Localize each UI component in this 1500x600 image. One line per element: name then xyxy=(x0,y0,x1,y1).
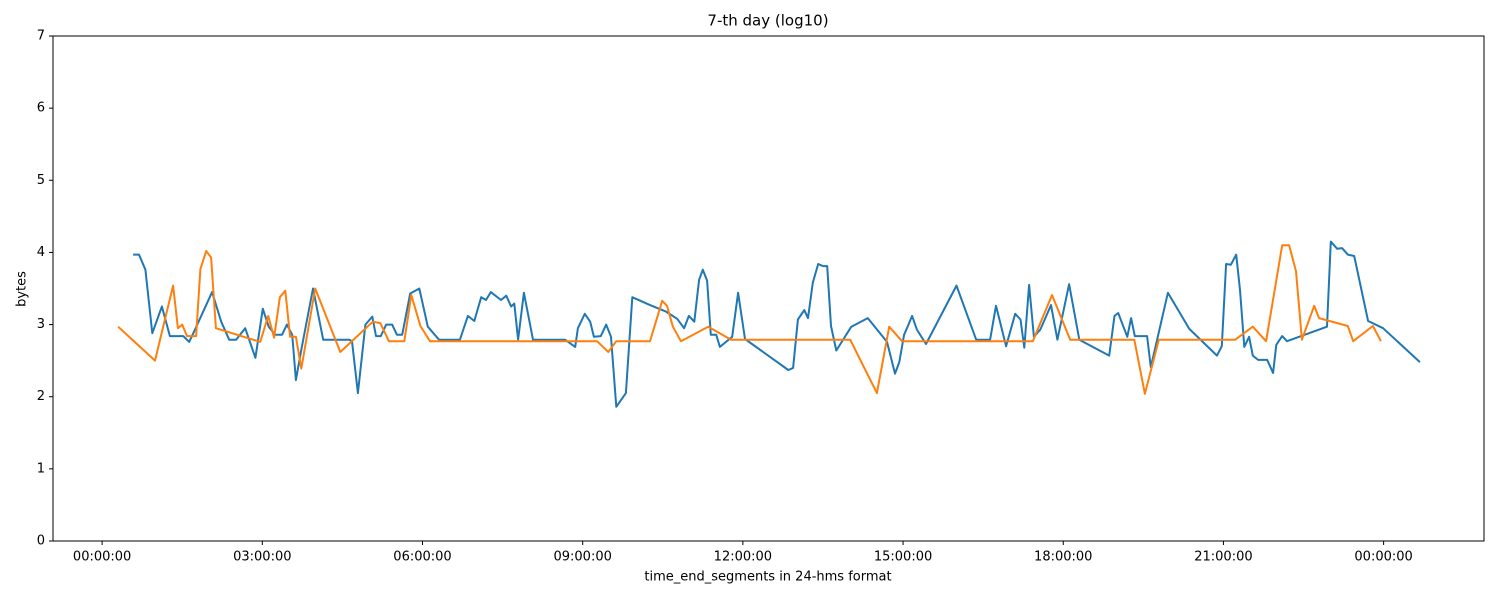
x-tick-label: 00:00:00 xyxy=(1354,550,1412,565)
chart-title: 7-th day (log10) xyxy=(707,12,828,30)
x-tick-label: 18:00:00 xyxy=(1034,550,1092,565)
y-tick-label: 4 xyxy=(37,245,45,260)
x-axis-label: time_end_segments in 24-hms format xyxy=(644,570,891,585)
y-tick-label: 3 xyxy=(37,317,45,332)
y-tick-label: 1 xyxy=(37,461,45,476)
x-tick-label: 09:00:00 xyxy=(553,550,611,565)
data-line xyxy=(133,240,1421,408)
x-tick-label: 06:00:00 xyxy=(393,550,451,565)
x-tick-label: 03:00:00 xyxy=(233,550,291,565)
y-tick-label: 6 xyxy=(37,101,45,116)
y-tick-label: 7 xyxy=(37,29,45,44)
x-tick-label: 00:00:00 xyxy=(73,550,131,565)
y-tick-label: 5 xyxy=(37,173,45,188)
data-line xyxy=(117,244,1382,395)
x-tick-label: 12:00:00 xyxy=(714,550,772,565)
y-tick-label: 0 xyxy=(37,534,45,549)
x-tick-label: 21:00:00 xyxy=(1194,550,1252,565)
plot-frame xyxy=(52,35,1485,542)
x-tick-label: 15:00:00 xyxy=(874,550,932,565)
y-axis-label: bytes xyxy=(15,271,30,307)
y-tick-label: 2 xyxy=(37,389,45,404)
